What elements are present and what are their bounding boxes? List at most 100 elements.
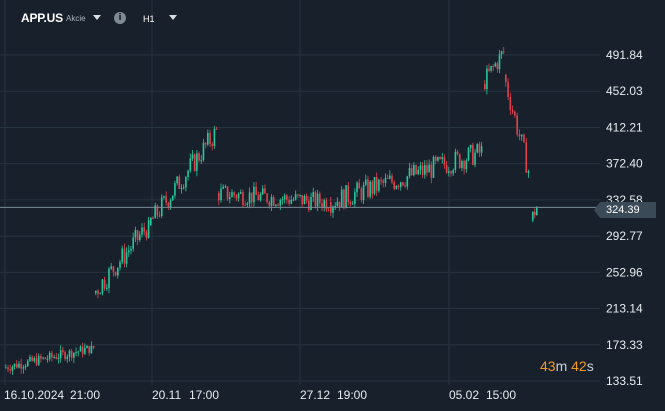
current-price-value: 324.39 [606,204,640,216]
candle-down [305,195,308,201]
candle-up [520,134,523,137]
countdown-seconds-unit: s [586,358,594,374]
candle-up [119,261,121,268]
candle-down [445,165,448,173]
candle-up [196,153,198,171]
candle-down [456,151,459,155]
candle-down [314,192,317,207]
candle-down [62,350,64,353]
info-icon[interactable]: i [114,12,126,24]
candle-up [527,171,530,173]
candle-down [15,363,18,368]
candle-up [24,366,27,368]
candle-down [145,231,148,238]
candle-down [88,345,91,354]
candle-up [465,160,468,170]
candle-up [290,199,293,204]
candle-down [443,157,446,166]
candle-down [415,165,417,175]
candle-up [18,363,20,368]
candle-up [101,279,104,294]
candle-down [92,345,95,348]
candle-down [367,179,369,197]
candle-down [349,202,352,204]
candle-down [426,165,428,173]
candle-up [354,192,356,204]
candle-down [488,68,490,71]
candle-down [286,195,288,200]
candle-up [86,345,88,349]
candle-up [213,128,216,146]
candle-down [215,128,218,130]
candle-up [312,192,315,197]
candle-up [176,176,178,184]
candle-down [31,357,33,361]
candle-up [59,350,62,358]
candle-up [448,171,450,173]
candle-down [51,352,53,358]
candle-up [316,193,319,207]
symbol-label[interactable]: APP.US [21,11,63,25]
candle-down [9,369,11,371]
timeframe-label[interactable]: H1 [143,14,155,24]
candle-down [534,211,536,216]
candle-down [35,358,38,365]
symbol-dropdown-icon[interactable] [93,15,101,20]
candle-up [389,175,391,179]
candle-up [22,367,25,369]
candle-down [250,192,253,203]
y-tick-label: 173.33 [606,338,643,352]
candle-down [167,202,170,208]
candle-up [220,188,222,201]
candle-up [351,203,354,205]
candle-down [226,186,229,199]
candle-down [450,171,452,174]
candle-up [480,146,483,153]
candle-down [338,201,341,207]
candle-up [125,252,128,264]
candle-up [117,267,119,276]
candle-down [472,145,474,165]
countdown-seconds: 42 [571,358,587,374]
candle-up [490,65,492,71]
candle-up [75,352,77,354]
timeframe-dropdown-icon[interactable] [169,15,177,20]
candle-down [156,205,159,216]
candle-down [496,63,499,70]
candle-up [399,182,402,187]
candle-down [81,346,84,354]
candle-up [169,200,172,208]
candle-up [185,177,187,188]
candle-down [439,156,441,159]
candle-down [518,134,521,137]
candle-down [430,164,433,178]
candle-down [235,195,238,199]
candle-up [13,363,16,367]
candle-down [123,248,126,264]
candle-up [121,248,123,262]
candle-up [356,182,358,193]
candle-down [397,185,400,187]
candle-down [70,350,73,358]
candle-down [288,199,290,204]
candle-down [391,175,393,183]
candle-up [332,206,334,213]
candle-up [182,187,185,189]
candle-down [321,203,323,209]
candle-down [264,188,266,194]
candle-up [369,181,371,197]
candle-up [461,160,463,168]
candle-down [297,194,299,196]
candle-up [494,63,497,67]
candle-up [90,345,93,354]
candle-up [132,237,134,249]
candle-down [463,160,465,170]
candle-up [437,156,439,161]
candle-up [441,157,444,159]
candle-up [189,158,192,171]
candle-up [279,199,282,206]
candle-up [130,248,132,251]
candles [5,46,538,375]
x-tick-label: 05.02 [449,388,479,402]
